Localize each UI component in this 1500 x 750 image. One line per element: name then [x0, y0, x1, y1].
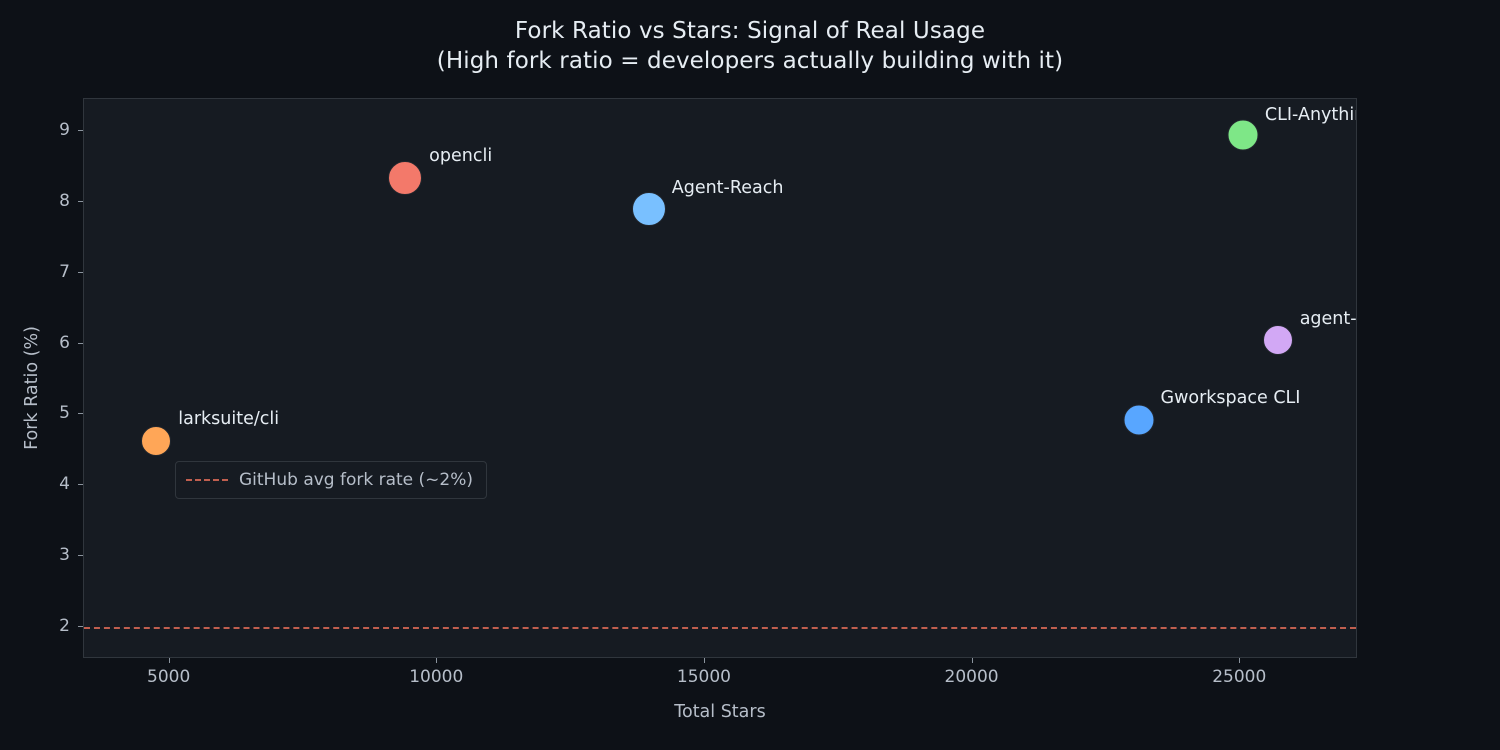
x-axis-tick-label: 25000: [1212, 667, 1267, 687]
y-axis-tick-label: 8: [59, 190, 70, 211]
data-point-label: larksuite/cli: [178, 409, 280, 430]
data-point-label: CLI-Anything: [1264, 105, 1356, 126]
data-point-marker[interactable]: [631, 191, 666, 226]
x-axis-tick-mark: [168, 658, 170, 663]
data-point-marker[interactable]: [1227, 119, 1259, 151]
y-axis-tick-label: 5: [59, 403, 70, 424]
x-axis-tick-label: 15000: [676, 667, 731, 687]
legend-dashed-line-swatch: [186, 479, 228, 481]
data-point-marker[interactable]: [388, 160, 423, 195]
y-axis-tick-label: 3: [59, 545, 70, 566]
y-axis-tick-mark: [78, 129, 83, 131]
data-point-label: Agent-Reach: [671, 177, 784, 198]
y-axis-label: Fork Ratio (%): [22, 326, 42, 450]
chart-subtitle: (High fork ratio = developers actually b…: [436, 48, 1064, 74]
y-axis-tick-label: 2: [59, 616, 70, 637]
y-axis-tick-mark: [78, 342, 83, 344]
y-axis-tick-mark: [78, 200, 83, 202]
y-axis-tick-label: 9: [59, 119, 70, 140]
data-point-label: opencli: [429, 145, 493, 166]
x-axis-tick-label: 10000: [409, 667, 464, 687]
data-point-label: agent-browser: [1299, 309, 1356, 329]
y-axis-tick-mark: [78, 484, 83, 486]
chart-title: Fork Ratio vs Stars: Signal of Real Usag…: [0, 16, 1500, 76]
plot-clip: larksuite/cli opencli Agent-Reach Gworkspac…: [84, 99, 1356, 657]
chart-legend[interactable]: GitHub avg fork rate (~2%): [175, 461, 488, 499]
data-point-label: Gworkspace CLI: [1160, 388, 1301, 409]
y-axis-tick-mark: [78, 413, 83, 415]
data-point-marker[interactable]: [1262, 325, 1293, 355]
chart-title-line1: Fork Ratio vs Stars: Signal of Real Usag…: [514, 18, 986, 44]
y-axis-tick-mark: [78, 626, 83, 628]
x-axis-tick-label: 20000: [944, 667, 999, 687]
y-axis-tick-label: 6: [59, 332, 70, 353]
data-point-marker[interactable]: [1123, 404, 1155, 436]
x-axis-label: Total Stars: [674, 702, 766, 722]
y-axis-tick-mark: [78, 555, 83, 557]
x-axis-tick-label: 5000: [147, 667, 191, 687]
x-axis-tick-mark: [1239, 658, 1241, 663]
legend-item-label: GitHub avg fork rate (~2%): [239, 470, 474, 490]
x-axis-tick-mark: [436, 658, 438, 663]
plot-area: larksuite/cli opencli Agent-Reach Gworkspac…: [83, 98, 1357, 658]
y-axis-tick-mark: [78, 271, 83, 273]
x-axis-tick-mark: [971, 658, 973, 663]
x-axis-tick-mark: [703, 658, 705, 663]
data-point-marker[interactable]: [141, 426, 172, 457]
y-axis-tick-label: 7: [59, 261, 70, 282]
y-axis-tick-label: 4: [59, 474, 70, 495]
reference-line-github-avg-fork-rate: [84, 627, 1356, 630]
